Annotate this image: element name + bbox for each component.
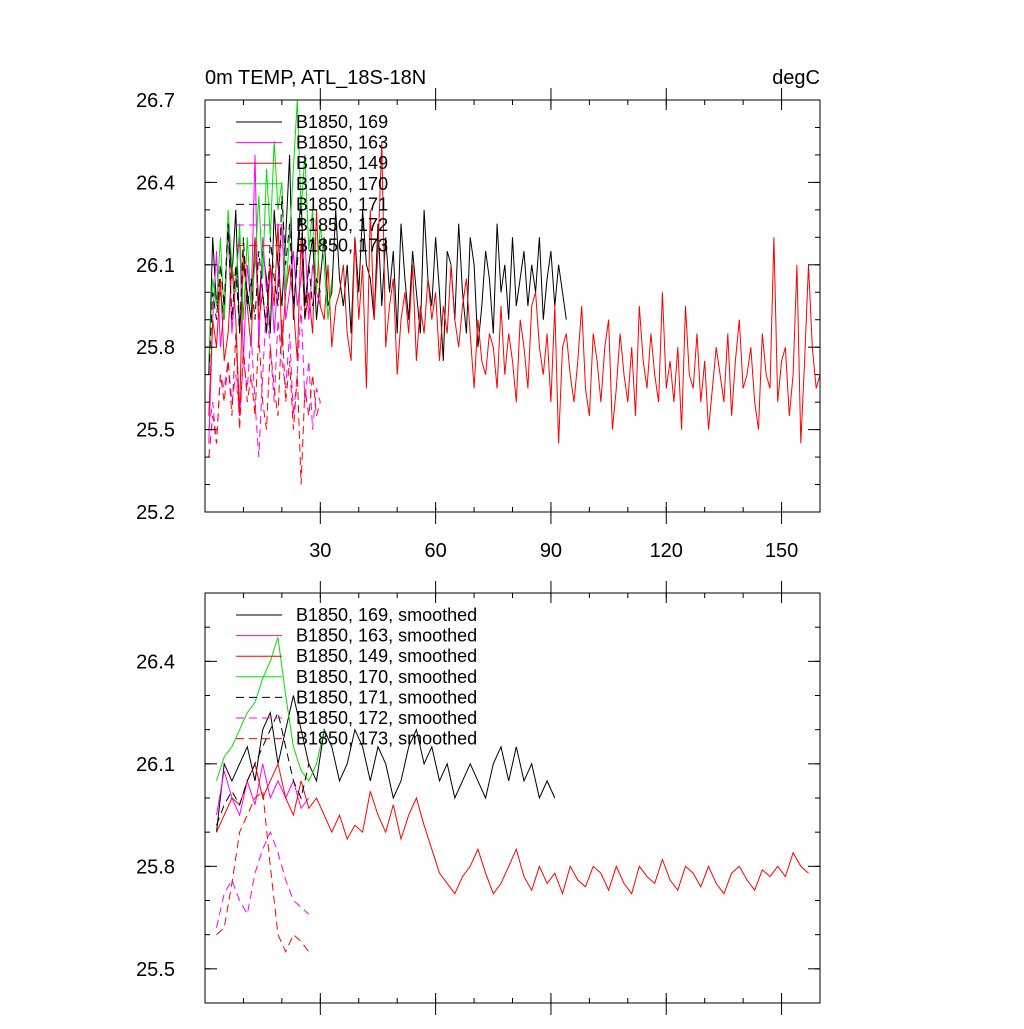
- y-tick-label: 26.4: [136, 172, 175, 194]
- y-tick-label: 26.1: [136, 255, 175, 277]
- legend-label-1: B1850, 169: [296, 112, 388, 132]
- chart-units: degC: [772, 67, 820, 89]
- legend-label-2: B1850, 163, smoothed: [296, 626, 477, 646]
- y-tick-label: 25.8: [136, 856, 175, 878]
- series-line-7: [216, 790, 310, 953]
- legend-label-5: B1850, 171: [296, 194, 388, 214]
- y-tick-label: 26.4: [136, 651, 175, 673]
- legend-label-3: B1850, 149: [296, 153, 388, 173]
- y-tick-label: 25.5: [136, 420, 175, 442]
- x-tick-label: 30: [309, 540, 331, 562]
- x-tick-label: 60: [425, 540, 447, 562]
- series-group: [208, 100, 820, 485]
- series-line-3: [208, 141, 820, 444]
- top-panel: 25.2 25.5 25.8 26.1 26.4 26.7 30 60 90 120 150 0m T…: [136, 67, 821, 562]
- series-group: [216, 637, 809, 953]
- series-line-5: [216, 711, 310, 826]
- legend-label-4: B1850, 170, smoothed: [296, 667, 477, 687]
- series-line-3: [216, 762, 809, 896]
- legend-label-2: B1850, 163: [296, 133, 388, 153]
- series-line-5: [208, 196, 321, 375]
- y-tick-label: 25.2: [136, 502, 175, 524]
- x-tick-label: 120: [650, 540, 683, 562]
- legend-label-6: B1850, 172, smoothed: [296, 708, 477, 728]
- legend-label-6: B1850, 172: [296, 215, 388, 235]
- legend-label-5: B1850, 171, smoothed: [296, 687, 477, 707]
- series-line-4: [216, 637, 325, 782]
- legend-label-7: B1850, 173: [296, 236, 388, 256]
- y-tick-label: 26.7: [136, 90, 175, 112]
- y-tick-label: 25.8: [136, 337, 175, 359]
- chart-title: 0m TEMP, ATL_18S-18N: [205, 67, 426, 89]
- series-line-7: [208, 319, 321, 485]
- x-tick-label: 90: [540, 540, 562, 562]
- y-tick-label: 25.5: [136, 959, 175, 981]
- y-tick-label: 26.1: [136, 754, 175, 776]
- series-line-1: [216, 695, 556, 833]
- legend-label-3: B1850, 149, smoothed: [296, 646, 477, 666]
- legend-label-7: B1850, 173, smoothed: [296, 729, 477, 749]
- legend-label-1: B1850, 169, smoothed: [296, 605, 477, 625]
- legend-label-4: B1850, 170: [296, 174, 388, 194]
- x-tick-label: 150: [765, 540, 798, 562]
